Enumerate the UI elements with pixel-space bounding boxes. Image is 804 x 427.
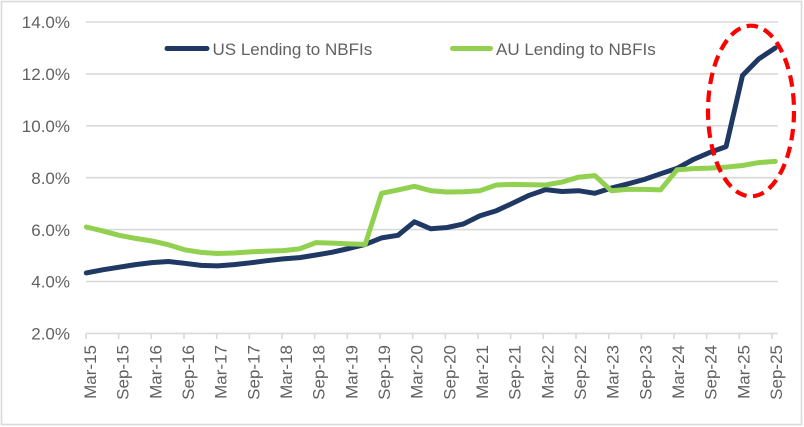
svg-text:AU Lending to NBFIs: AU Lending to NBFIs: [496, 40, 656, 59]
svg-text:Sep-24: Sep-24: [702, 345, 721, 400]
svg-text:Sep-25: Sep-25: [767, 345, 786, 400]
svg-text:10.0%: 10.0%: [22, 117, 70, 136]
svg-text:Mar-23: Mar-23: [604, 345, 623, 399]
svg-text:Mar-24: Mar-24: [669, 345, 688, 399]
svg-text:8.0%: 8.0%: [31, 169, 70, 188]
svg-text:6.0%: 6.0%: [31, 221, 70, 240]
svg-text:Mar-17: Mar-17: [212, 345, 231, 399]
svg-text:Sep-21: Sep-21: [506, 345, 525, 400]
svg-text:Mar-21: Mar-21: [473, 345, 492, 399]
svg-text:Sep-22: Sep-22: [571, 345, 590, 400]
svg-text:Sep-15: Sep-15: [114, 345, 133, 400]
svg-text:Mar-22: Mar-22: [538, 345, 557, 399]
svg-text:US Lending to NBFIs: US Lending to NBFIs: [213, 40, 373, 59]
svg-text:4.0%: 4.0%: [31, 273, 70, 292]
svg-text:Mar-19: Mar-19: [342, 345, 361, 399]
svg-text:Sep-20: Sep-20: [440, 345, 459, 400]
svg-text:2.0%: 2.0%: [31, 325, 70, 344]
svg-text:Sep-18: Sep-18: [310, 345, 329, 400]
svg-text:Mar-20: Mar-20: [408, 345, 427, 399]
svg-text:14.0%: 14.0%: [22, 13, 70, 32]
svg-text:Sep-16: Sep-16: [179, 345, 198, 400]
svg-text:Sep-19: Sep-19: [375, 345, 394, 400]
svg-text:Mar-16: Mar-16: [146, 345, 165, 399]
svg-text:Mar-18: Mar-18: [277, 345, 296, 399]
svg-text:Sep-17: Sep-17: [244, 345, 263, 400]
svg-text:Mar-25: Mar-25: [734, 345, 753, 399]
svg-text:Sep-23: Sep-23: [636, 345, 655, 400]
svg-text:Mar-15: Mar-15: [81, 345, 100, 399]
svg-text:12.0%: 12.0%: [22, 65, 70, 84]
